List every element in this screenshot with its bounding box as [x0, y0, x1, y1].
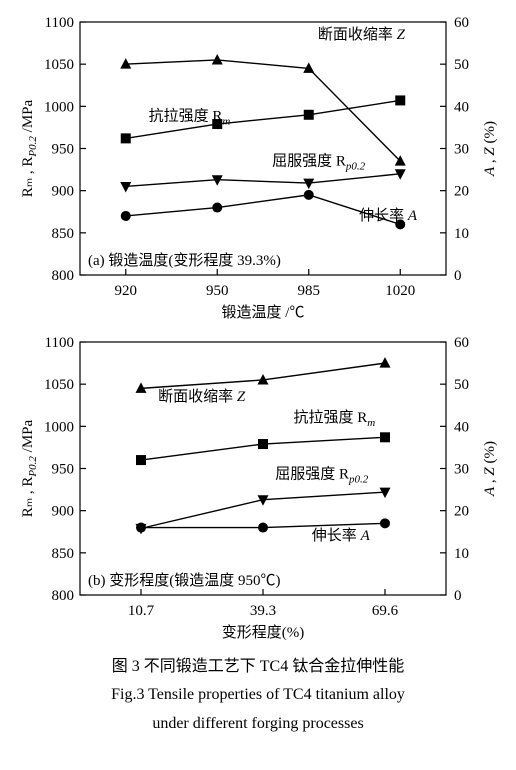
- svg-text:1100: 1100: [45, 335, 74, 351]
- svg-text:(b) 变形程度(锻造温度 950℃): (b) 变形程度(锻造温度 950℃): [88, 572, 280, 589]
- svg-text:变形程度(%): 变形程度(%): [222, 624, 305, 641]
- svg-text:950: 950: [206, 283, 229, 299]
- svg-text:A , Z (%): A , Z (%): [482, 441, 498, 497]
- caption-zh: 图 3 不同锻造工艺下 TC4 钛合金拉伸性能: [10, 656, 506, 678]
- svg-text:800: 800: [52, 588, 75, 604]
- svg-text:屈服强度 Rp0.2: 屈服强度 Rp0.2: [272, 152, 366, 172]
- svg-text:屈服强度 Rp0.2: 屈服强度 Rp0.2: [275, 466, 369, 486]
- caption-en-line2: under different forging processes: [10, 713, 506, 735]
- svg-text:39.3: 39.3: [250, 603, 276, 619]
- svg-text:40: 40: [454, 419, 469, 435]
- svg-text:30: 30: [454, 462, 469, 478]
- svg-text:抗拉强度 Rm: 抗拉强度 Rm: [294, 409, 376, 429]
- svg-text:800: 800: [52, 268, 75, 284]
- svg-text:20: 20: [454, 184, 469, 200]
- svg-text:20: 20: [454, 504, 469, 520]
- svg-text:锻造温度 /℃: 锻造温度 /℃: [222, 304, 305, 321]
- svg-text:抗拉强度 Rm: 抗拉强度 Rm: [149, 108, 231, 128]
- svg-text:60: 60: [454, 15, 469, 31]
- panel-b-chart: 800 850 900 950 1000 1050 1100 0 10 20 30 40 50 60 10.…: [10, 330, 506, 650]
- svg-text:1000: 1000: [44, 99, 74, 115]
- svg-text:(a) 锻造温度(变形程度 39.3%): (a) 锻造温度(变形程度 39.3%): [88, 252, 281, 269]
- svg-text:850: 850: [52, 546, 75, 562]
- svg-text:伸长率 A: 伸长率 A: [312, 527, 371, 544]
- caption-en-line1: Fig.3 Tensile properties of TC4 titanium…: [10, 684, 506, 706]
- svg-text:10.7: 10.7: [128, 603, 155, 619]
- svg-text:A , Z (%): A , Z (%): [482, 121, 498, 177]
- svg-text:Rₘ , RP0.2 /MPa: Rₘ , RP0.2 /MPa: [20, 99, 39, 197]
- svg-text:30: 30: [454, 142, 469, 158]
- panel-a-chart: 8008509009501000105011000102030405060920…: [10, 10, 506, 330]
- svg-text:1000: 1000: [44, 419, 74, 435]
- svg-text:伸长率 A: 伸长率 A: [359, 207, 418, 224]
- svg-text:10: 10: [454, 546, 469, 562]
- svg-text:0: 0: [454, 588, 462, 604]
- figure-container: 8008509009501000105011000102030405060920…: [10, 10, 506, 735]
- svg-text:950: 950: [52, 462, 75, 478]
- svg-text:断面收缩率 Z: 断面收缩率 Z: [318, 26, 406, 43]
- svg-text:900: 900: [52, 184, 75, 200]
- svg-text:60: 60: [454, 335, 469, 351]
- svg-text:920: 920: [115, 283, 138, 299]
- svg-text:10: 10: [454, 226, 469, 242]
- svg-text:850: 850: [52, 226, 75, 242]
- svg-text:69.6: 69.6: [372, 603, 399, 619]
- svg-text:50: 50: [454, 57, 469, 73]
- svg-text:1020: 1020: [385, 283, 415, 299]
- svg-text:0: 0: [454, 268, 462, 284]
- svg-text:1050: 1050: [44, 57, 74, 73]
- svg-text:1050: 1050: [44, 377, 74, 393]
- svg-text:900: 900: [52, 504, 75, 520]
- svg-text:1100: 1100: [45, 15, 74, 31]
- svg-text:Rₘ , RP0.2 /MPa: Rₘ , RP0.2 /MPa: [20, 419, 39, 517]
- svg-text:断面收缩率 Z: 断面收缩率 Z: [158, 388, 246, 405]
- svg-text:985: 985: [298, 283, 321, 299]
- svg-text:950: 950: [52, 142, 75, 158]
- svg-text:40: 40: [454, 99, 469, 115]
- svg-text:50: 50: [454, 377, 469, 393]
